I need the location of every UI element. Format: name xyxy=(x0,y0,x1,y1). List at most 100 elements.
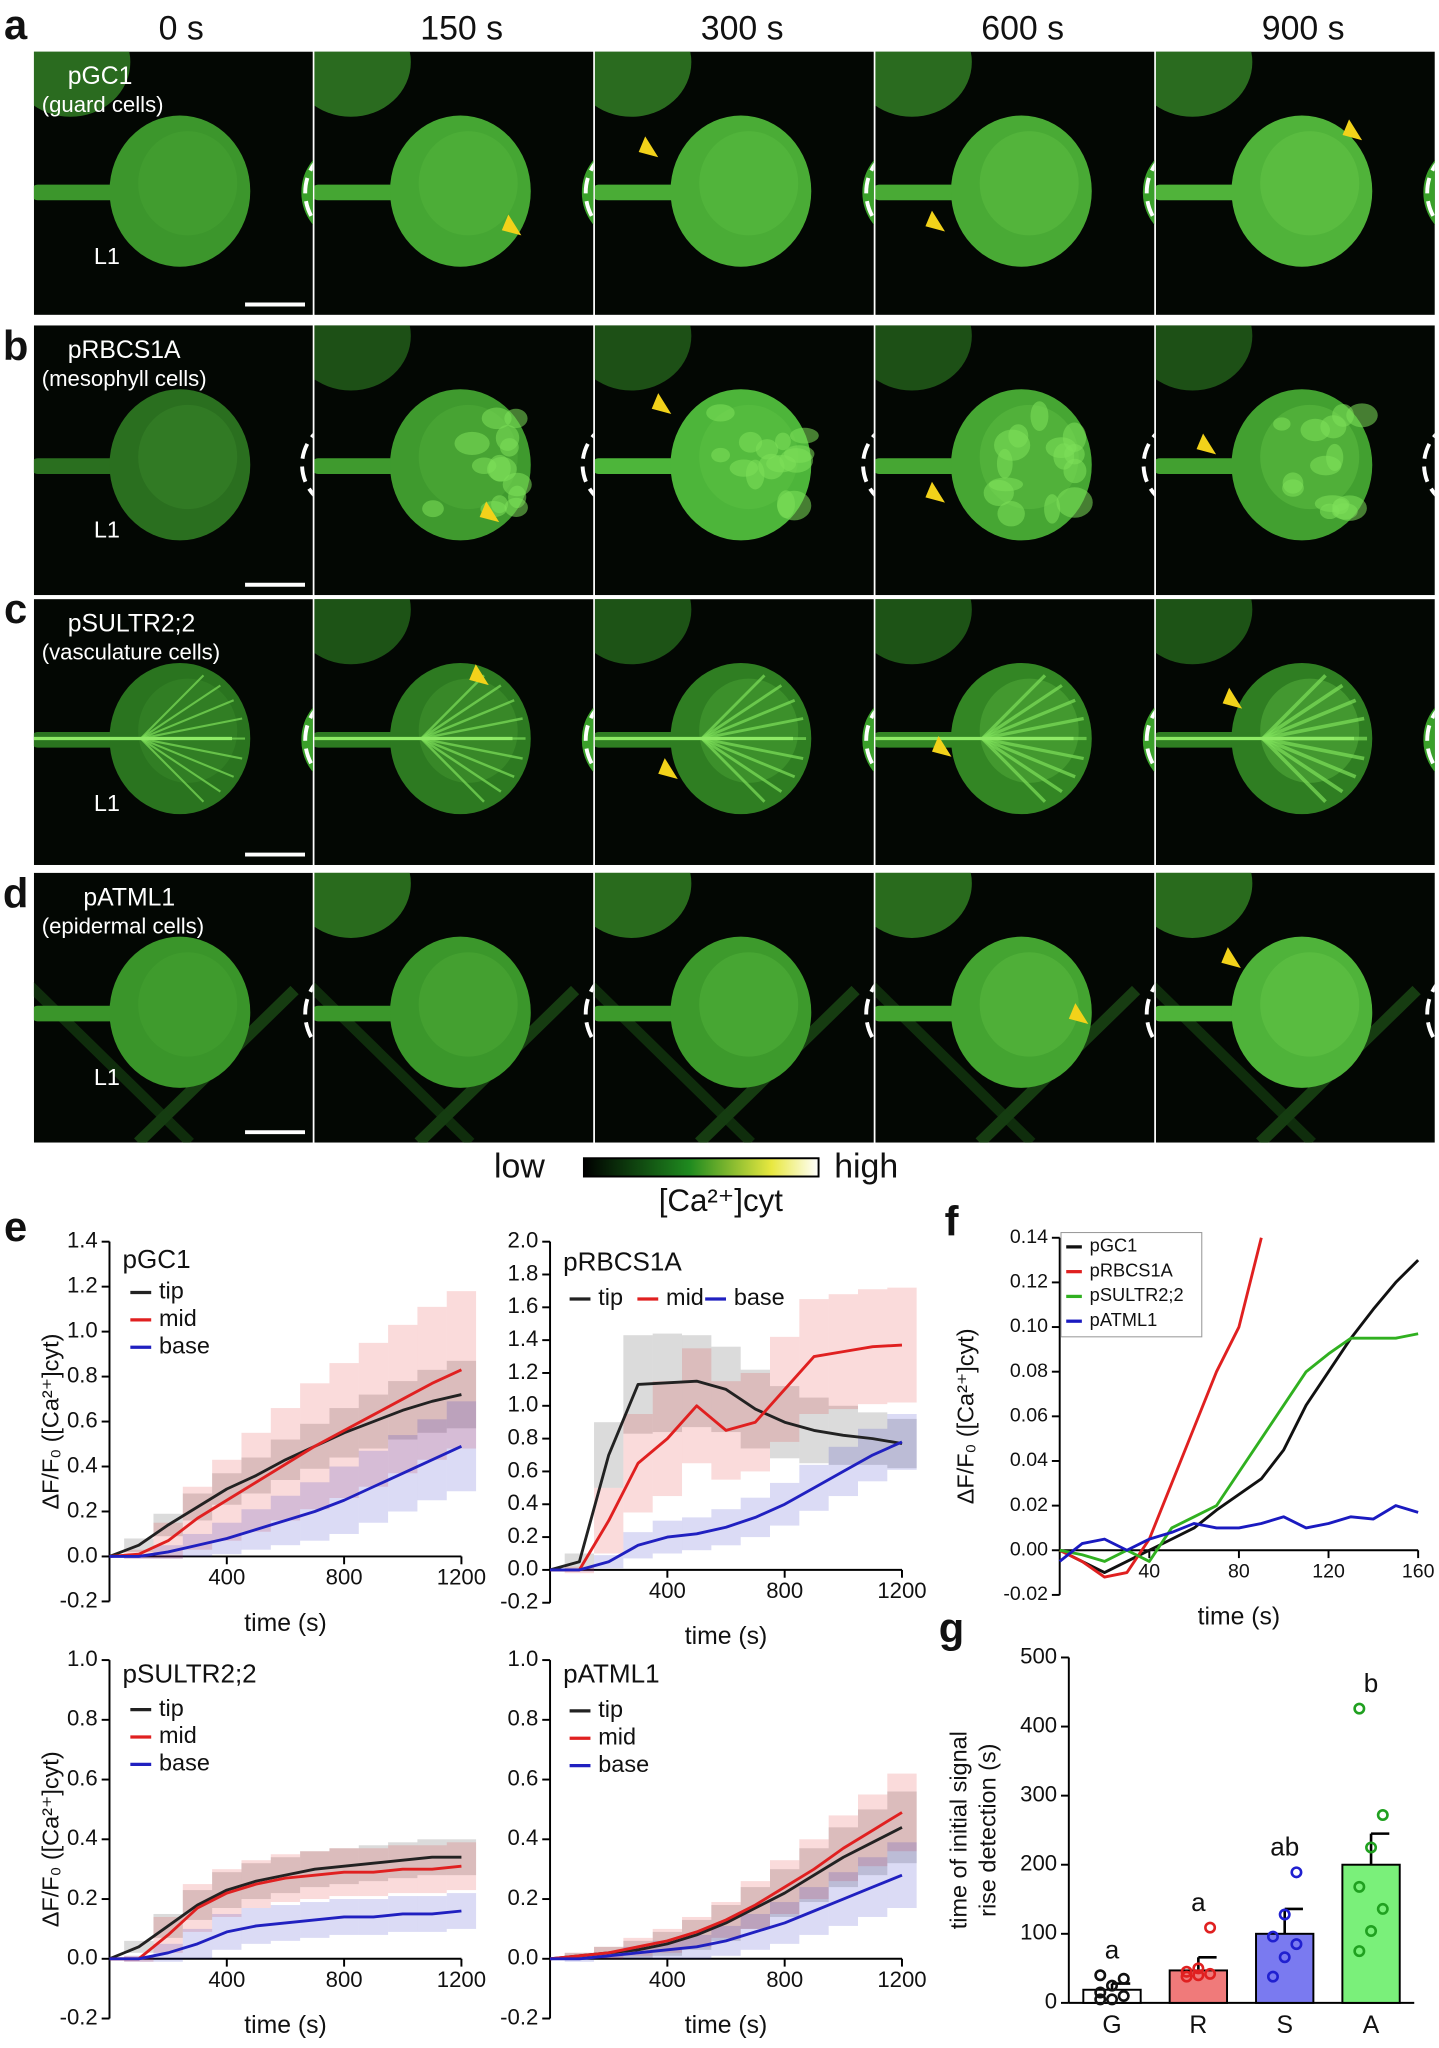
micrograph xyxy=(1155,872,1435,1143)
error-band xyxy=(887,1418,917,1469)
x-tick-label: 1200 xyxy=(437,1564,486,1589)
arrowhead xyxy=(931,735,952,757)
legend-label: base xyxy=(159,1332,210,1358)
vein xyxy=(1261,683,1344,741)
cut-outline xyxy=(583,162,594,223)
row-label: pSULTR2;2 xyxy=(68,611,195,638)
bar xyxy=(1255,1932,1315,2004)
arrowhead xyxy=(1342,119,1363,141)
row-sublabel: (vasculature cells) xyxy=(42,640,220,665)
cell-patch xyxy=(997,500,1025,527)
vein xyxy=(700,684,783,740)
leaf-label: L1 xyxy=(94,1064,120,1090)
micrograph xyxy=(594,51,874,315)
cell-patch xyxy=(1030,401,1049,432)
vein xyxy=(981,736,1084,761)
leaf-glow xyxy=(138,952,238,1057)
legend-label: base xyxy=(598,1751,649,1777)
leaf xyxy=(670,936,812,1088)
vein xyxy=(140,737,243,760)
cell-patch xyxy=(481,407,512,430)
vein xyxy=(700,737,783,793)
time-label: 600 s xyxy=(981,10,1064,48)
cell-patch xyxy=(1056,487,1093,518)
y-axis-label: ΔF/F₀ ([Ca²⁺]cyt) xyxy=(37,1334,63,1510)
cut-outline xyxy=(1144,983,1155,1044)
y-tick-label: 1.2 xyxy=(67,1272,98,1297)
leaf xyxy=(109,115,251,267)
leaf xyxy=(670,115,812,267)
panel-letter: e xyxy=(4,1203,27,1250)
x-tick-label: 80 xyxy=(1228,1561,1250,1583)
panel-letter: f xyxy=(945,1198,959,1245)
arrowhead xyxy=(658,758,678,779)
leaf-glow xyxy=(1260,952,1360,1057)
neighbor-arc xyxy=(1423,160,1435,225)
y-tick-label: -0.02 xyxy=(1003,1583,1048,1605)
cell-patch xyxy=(1044,494,1061,524)
vein xyxy=(701,717,804,740)
x-tick-label: 400 xyxy=(649,1967,686,1992)
legend-label: pSULTR2;2 xyxy=(1090,1284,1184,1305)
y-tick-label: 0.10 xyxy=(1010,1315,1048,1337)
y-tick-label: 0.04 xyxy=(1010,1449,1048,1471)
y-tick-label: 0.8 xyxy=(508,1706,539,1731)
neighbor-leaf xyxy=(1155,325,1253,391)
series-line xyxy=(108,1855,462,1961)
leaf-glow xyxy=(699,404,799,510)
leaf xyxy=(950,936,1092,1088)
leaf-label: L1 xyxy=(94,790,120,816)
colorbar-high: high xyxy=(834,1148,898,1186)
legend-label: tip xyxy=(598,1284,623,1310)
series-line xyxy=(1058,1504,1419,1563)
y-tick-label: 1.8 xyxy=(508,1260,539,1285)
neighbor-leaf xyxy=(594,872,692,938)
arrowhead xyxy=(925,210,945,232)
neighbor-arc xyxy=(1142,707,1155,772)
leaf-label: L1 xyxy=(94,517,120,543)
arrowhead xyxy=(1196,433,1217,455)
cut-outline xyxy=(864,710,874,770)
x-axis-label: time (s) xyxy=(685,1623,768,1650)
y-tick-label: 400 xyxy=(1020,1712,1057,1737)
data-point xyxy=(1117,1972,1130,1985)
micrograph xyxy=(314,599,594,865)
y-tick-label: 1.4 xyxy=(508,1326,539,1351)
cut-outline xyxy=(303,983,313,1044)
data-point xyxy=(1290,1866,1303,1879)
neighbor-leaf xyxy=(875,51,972,117)
y-tick-label: 2.0 xyxy=(508,1228,539,1253)
data-point xyxy=(1094,1993,1107,2006)
neighbor-leaf xyxy=(875,599,972,665)
y-axis-label: time of initial signal rise detection (s) xyxy=(946,1731,1001,1929)
vein xyxy=(981,674,1047,740)
legend-box xyxy=(1060,1232,1203,1338)
vein xyxy=(140,674,205,740)
y-tick-label: 0.4 xyxy=(508,1490,539,1515)
leaf-glow xyxy=(138,131,238,236)
vein xyxy=(140,717,243,740)
stem xyxy=(594,982,755,1143)
neighbor-arc xyxy=(1142,160,1155,225)
neighbor-arc xyxy=(301,160,313,225)
vein xyxy=(420,674,485,740)
micrograph xyxy=(875,872,1155,1143)
cell-patch xyxy=(504,497,528,517)
vein xyxy=(140,737,221,793)
chart-title: pSULTR2;2 xyxy=(123,1659,257,1689)
vein xyxy=(1262,716,1365,741)
cell-patch xyxy=(711,447,731,463)
stem xyxy=(33,982,194,1143)
cell-patch xyxy=(789,427,819,444)
vein xyxy=(140,737,235,778)
series-line xyxy=(1059,1259,1420,1575)
vein xyxy=(1262,736,1365,761)
legend-label: base xyxy=(159,1750,210,1776)
leaf xyxy=(950,115,1092,267)
cell-patch xyxy=(745,459,765,490)
y-tick-label: 0.06 xyxy=(1010,1405,1048,1427)
cut-outline xyxy=(1144,162,1155,223)
cell-patch xyxy=(1063,458,1087,484)
data-point xyxy=(1094,1969,1107,1982)
